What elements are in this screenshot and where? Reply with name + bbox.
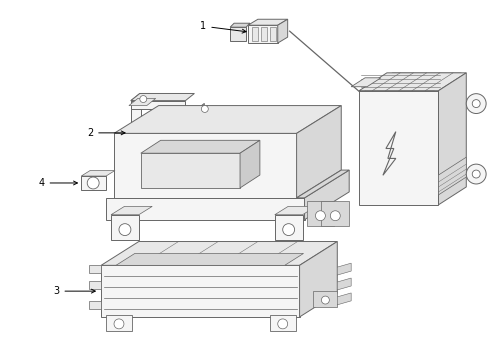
Polygon shape (131, 100, 141, 165)
Polygon shape (89, 281, 101, 289)
Text: 1: 1 (200, 21, 246, 33)
Polygon shape (116, 253, 303, 265)
Polygon shape (365, 73, 461, 91)
Polygon shape (351, 78, 381, 87)
Polygon shape (278, 19, 288, 43)
Polygon shape (248, 25, 278, 43)
Circle shape (472, 170, 480, 178)
Polygon shape (359, 91, 439, 205)
Polygon shape (307, 201, 334, 226)
Polygon shape (131, 94, 150, 100)
Circle shape (330, 211, 340, 221)
Polygon shape (193, 108, 218, 116)
Circle shape (466, 164, 486, 184)
Polygon shape (81, 171, 115, 176)
Polygon shape (296, 170, 349, 198)
Polygon shape (106, 198, 305, 220)
Circle shape (87, 177, 99, 189)
Polygon shape (196, 103, 204, 160)
Polygon shape (129, 98, 156, 105)
Circle shape (140, 95, 147, 103)
Polygon shape (305, 170, 349, 220)
Polygon shape (89, 265, 101, 273)
Circle shape (119, 224, 131, 235)
Polygon shape (275, 215, 302, 239)
Polygon shape (114, 105, 341, 133)
Text: 2: 2 (87, 128, 125, 138)
Polygon shape (359, 73, 466, 91)
Circle shape (114, 319, 124, 329)
Polygon shape (337, 263, 351, 275)
Polygon shape (321, 201, 349, 226)
Circle shape (278, 319, 288, 329)
Polygon shape (131, 100, 185, 109)
Polygon shape (101, 242, 337, 265)
Text: 4: 4 (38, 178, 77, 188)
Polygon shape (89, 301, 101, 309)
Circle shape (321, 296, 329, 304)
Circle shape (283, 224, 294, 235)
Polygon shape (248, 19, 288, 25)
Polygon shape (101, 265, 299, 317)
Polygon shape (114, 133, 296, 198)
Polygon shape (185, 111, 196, 160)
Polygon shape (296, 105, 341, 198)
Polygon shape (111, 215, 139, 239)
Polygon shape (230, 27, 246, 41)
Polygon shape (270, 27, 276, 41)
Polygon shape (111, 206, 152, 215)
Circle shape (472, 100, 480, 108)
Polygon shape (439, 73, 466, 205)
Polygon shape (230, 23, 250, 27)
Polygon shape (299, 242, 337, 317)
Polygon shape (337, 278, 351, 290)
Polygon shape (314, 291, 337, 307)
Polygon shape (106, 315, 132, 331)
Polygon shape (337, 293, 351, 305)
Circle shape (466, 94, 486, 113)
Circle shape (316, 211, 325, 221)
Polygon shape (439, 157, 466, 195)
Polygon shape (270, 315, 295, 331)
Polygon shape (81, 176, 106, 190)
Polygon shape (131, 94, 195, 100)
Polygon shape (141, 140, 260, 153)
Polygon shape (131, 155, 196, 165)
Text: 3: 3 (53, 286, 95, 296)
Polygon shape (261, 27, 267, 41)
Polygon shape (141, 153, 240, 188)
Polygon shape (275, 206, 316, 215)
Polygon shape (252, 27, 258, 41)
Polygon shape (240, 140, 260, 188)
Circle shape (201, 105, 208, 112)
